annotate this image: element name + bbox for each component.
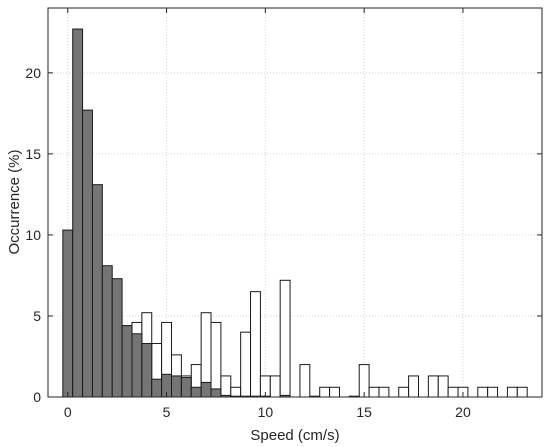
outline-bar (368, 386, 380, 398)
y-tick-label: 20 (25, 65, 41, 81)
outline-bar (447, 386, 459, 398)
outline-bar (437, 375, 449, 398)
filled-bar (171, 375, 182, 398)
outline-bar (487, 386, 499, 398)
filled-bar (200, 381, 212, 398)
filled-bar (141, 343, 153, 398)
outline-bar (506, 386, 518, 398)
y-tick-label: 5 (33, 308, 41, 324)
outline-bar (329, 386, 340, 398)
outline-bar (477, 386, 489, 398)
y-axis-label: Occurrence (%) (6, 149, 23, 254)
filled-bar (111, 278, 123, 398)
filled-bar (131, 333, 143, 398)
filled-bar (210, 388, 222, 398)
x-tick-label: 20 (455, 404, 471, 420)
outline-bar (250, 291, 261, 398)
x-tick-label: 15 (356, 404, 372, 420)
filled-bar (121, 325, 133, 398)
outline-bar (220, 375, 232, 398)
x-tick-label: 0 (64, 404, 72, 420)
outline-bar (240, 331, 252, 398)
outline-bar (279, 279, 291, 398)
filled-bar (91, 184, 103, 398)
filled-bar (190, 386, 202, 398)
filled-bar (151, 378, 163, 398)
plot-frame (47, 7, 543, 398)
filled-bar (72, 28, 84, 398)
outline-bar (319, 386, 331, 398)
outline-bar (398, 386, 410, 398)
y-axis-ticks: 0 5 10 15 20 (25, 65, 542, 405)
outline-bar (378, 386, 390, 398)
outline-bar (299, 364, 311, 398)
y-tick-label: 0 (33, 389, 41, 405)
x-axis-ticks: 0 5 10 15 20 (64, 8, 471, 420)
x-tick-label: 10 (258, 404, 274, 420)
outline-bar (516, 386, 528, 398)
x-axis-label: Speed (cm/s) (250, 427, 339, 444)
outline-bar (269, 375, 281, 398)
filled-bar (101, 265, 113, 398)
filled-bar (82, 109, 93, 398)
filled-bar (62, 229, 74, 398)
outline-bar (230, 386, 242, 398)
x-tick-label: 5 (163, 404, 171, 420)
y-tick-label: 15 (25, 146, 41, 162)
outline-bar (427, 375, 439, 398)
outline-bar (408, 375, 419, 398)
outline-bar (210, 321, 222, 398)
y-tick-label: 10 (25, 227, 41, 243)
filled-bar (180, 377, 192, 398)
